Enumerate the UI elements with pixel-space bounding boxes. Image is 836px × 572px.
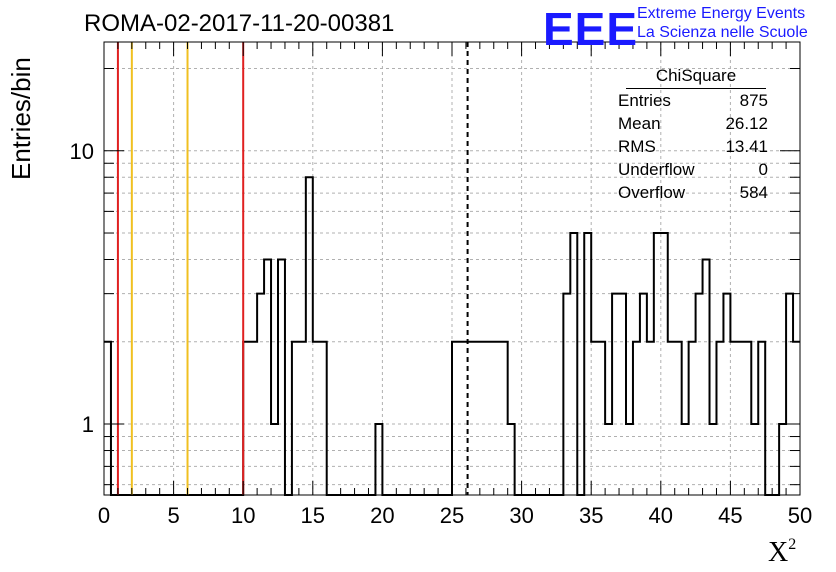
x-tick-label: 0 — [98, 503, 110, 528]
x-tick-label: 30 — [509, 503, 533, 528]
x-axis-label: X2 — [768, 536, 796, 569]
stats-label: Mean — [618, 114, 661, 133]
x-tick-label: 35 — [579, 503, 603, 528]
stats-value: 13.41 — [725, 137, 768, 156]
stats-title: ChiSquare — [626, 66, 766, 89]
stats-label: Underflow — [618, 160, 695, 179]
stats-box: ChiSquare Entries 875 Mean 26.12 RMS 13.41 … — [612, 66, 772, 204]
stats-value: 26.12 — [725, 114, 768, 133]
y-axis-label: Entries/bin — [6, 57, 36, 180]
stats-label: RMS — [618, 137, 656, 156]
stats-value: 0 — [758, 160, 768, 179]
stats-value: 875 — [739, 91, 768, 110]
stats-row: Underflow 0 — [612, 158, 772, 181]
x-tick-label: 10 — [231, 503, 255, 528]
chart-title: ROMA-02-2017-11-20-00381 — [84, 10, 395, 37]
eee-logo: EEE — [543, 3, 639, 55]
y-tick-label: 10 — [70, 139, 94, 164]
stats-row: Overflow 584 — [612, 181, 772, 204]
x-tick-label: 50 — [788, 503, 812, 528]
stats-label: Entries — [618, 91, 671, 110]
logo-line-2: La Scienza nelle Scuole — [637, 24, 808, 41]
x-axis-label-sup: 2 — [788, 536, 797, 553]
logo-line-1: Extreme Energy Events — [637, 5, 806, 22]
x-tick-label: 45 — [718, 503, 742, 528]
y-tick-label: 1 — [82, 412, 94, 437]
x-tick-label: 25 — [440, 503, 464, 528]
stats-row: RMS 13.41 — [612, 135, 772, 158]
x-tick-label: 20 — [370, 503, 394, 528]
x-tick-label: 40 — [649, 503, 673, 528]
x-tick-label: 15 — [301, 503, 325, 528]
stats-row: Mean 26.12 — [612, 112, 772, 135]
stats-row: Entries 875 — [612, 89, 772, 112]
logo-caption: Extreme Energy Events La Scienza nelle S… — [637, 4, 808, 42]
x-axis-label-base: X — [768, 537, 789, 568]
stats-label: Overflow — [618, 183, 686, 202]
x-tick-label: 5 — [167, 503, 179, 528]
histogram-line — [104, 176, 800, 496]
stats-value: 584 — [739, 183, 768, 202]
